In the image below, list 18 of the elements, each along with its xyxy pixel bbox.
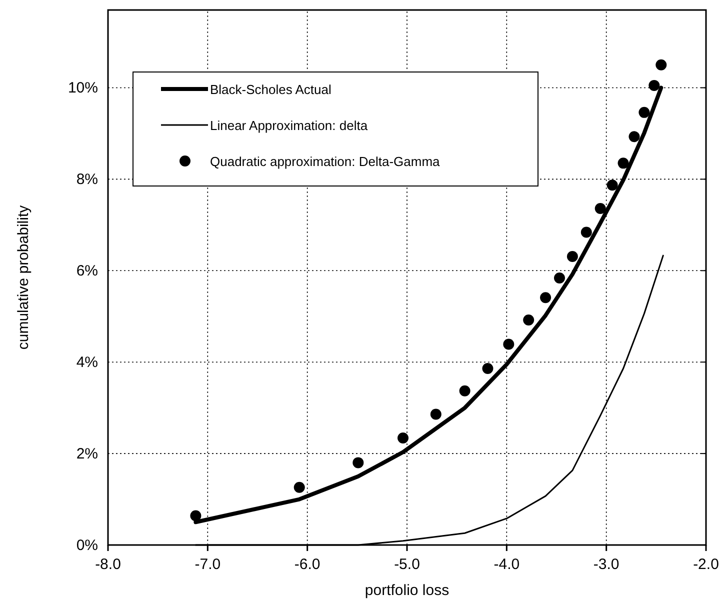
x-tick-label: -6.0 [294, 556, 320, 573]
y-tick-label: 0% [76, 537, 98, 554]
y-axis-title: cumulative probability [15, 204, 32, 350]
y-tick-label: 4% [76, 354, 98, 372]
y-tick-label: 8% [76, 171, 98, 188]
y-tick-label: 6% [76, 262, 98, 280]
y-tick-label: 10% [68, 80, 98, 97]
legend-label: Linear Approximation: delta [210, 118, 368, 133]
x-tick-label: -2.0 [693, 556, 719, 573]
x-tick-label: -7.0 [194, 556, 221, 573]
legend-label: Black-Scholes Actual [210, 82, 332, 97]
x-tick-label: -5.0 [394, 556, 420, 573]
x-tick-label: -8.0 [95, 556, 121, 573]
x-tick-label: -4.0 [494, 556, 520, 573]
x-axis-title: portfolio loss [364, 582, 450, 599]
y-tick-label: 2% [76, 446, 98, 463]
legend-label: Quadratic approximation: Delta-Gamma [210, 154, 441, 169]
x-tick-label: -3.0 [593, 556, 620, 573]
